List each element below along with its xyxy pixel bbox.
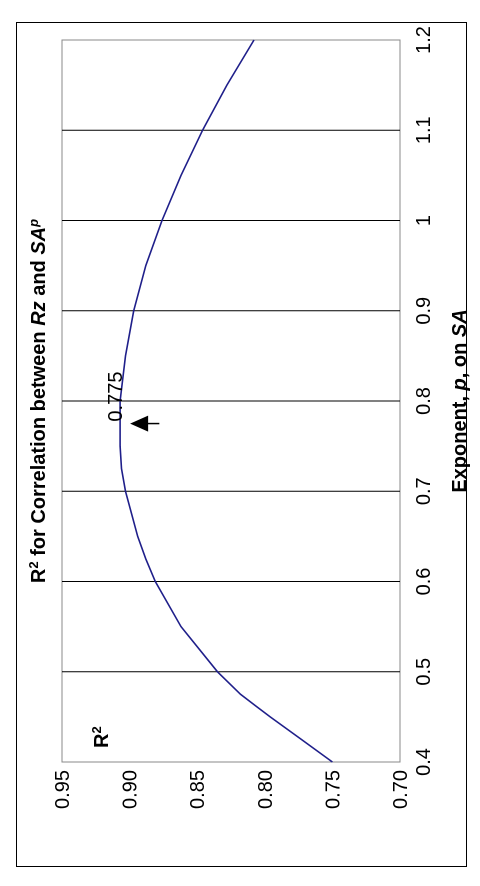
xlabel-a: Exponent, <box>449 390 471 492</box>
ylabel-base: R <box>91 733 113 748</box>
x-tick-label: 0.4 <box>413 748 435 776</box>
x-tick-label: 1.1 <box>413 116 435 144</box>
y-tick-label: 0.80 <box>255 770 277 809</box>
title-rz: Rz <box>28 301 50 325</box>
chart-frame <box>16 22 467 867</box>
x-axis-label: Exponent, p, on SA <box>449 309 471 492</box>
title-sup-2: 2 <box>26 561 41 568</box>
x-tick-label: 0.7 <box>413 477 435 505</box>
y-tick-labels: 0.70 0.75 0.80 0.85 0.90 0.95 <box>52 770 412 809</box>
xlabel-b: , on <box>449 337 471 378</box>
y-tick-label: 0.90 <box>120 770 142 809</box>
annotation-arrowhead <box>130 415 149 432</box>
annotation-label: 0.775 <box>105 372 127 422</box>
xlabel-sa: SA <box>449 309 471 337</box>
title-and: and <box>28 255 50 302</box>
x-tick-label: 0.9 <box>413 297 435 325</box>
x-tick-label: 1.2 <box>413 26 435 54</box>
y-tick-label: 0.85 <box>187 770 209 809</box>
gridlines <box>62 129 400 673</box>
x-tick-label: 1 <box>413 215 435 226</box>
title-sa: SA <box>28 227 50 255</box>
y-axis-label: R2 <box>89 726 114 748</box>
y-tick-label: 0.70 <box>390 770 412 809</box>
ylabel-sup: 2 <box>89 726 104 733</box>
y-tick-label: 0.75 <box>322 770 344 809</box>
title-sup-p: p <box>26 219 41 228</box>
series-line <box>119 39 333 763</box>
title-mid: for Correlation between <box>28 326 50 562</box>
xlabel-p: p <box>449 378 471 391</box>
title-r: R <box>28 568 50 583</box>
x-tick-labels: 0.4 0.5 0.6 0.7 0.8 0.9 1 1.1 1.2 <box>413 26 435 776</box>
x-tick-label: 0.5 <box>413 658 435 686</box>
annotation: 0.775 <box>105 372 160 432</box>
x-tick-label: 0.6 <box>413 568 435 596</box>
x-tick-label: 0.8 <box>413 387 435 415</box>
y-tick-label: 0.95 <box>52 770 74 809</box>
chart-title: R2 for Correlation between Rz and SAp <box>26 219 51 583</box>
